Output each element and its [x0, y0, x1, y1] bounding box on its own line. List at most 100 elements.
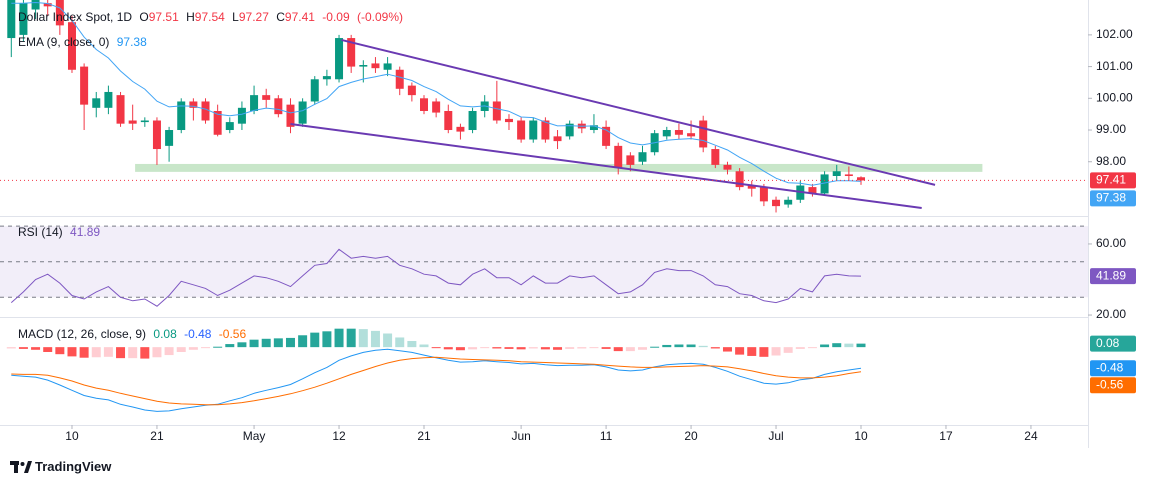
ema-line	[11, 1, 862, 186]
histogram-bar	[553, 347, 563, 350]
axes: 98.00 99.00 100.00 101.00 102.00 60.00 20.00 10…	[65, 27, 1136, 443]
x-tick-label: Jun	[511, 429, 530, 443]
histogram-bar	[43, 347, 53, 352]
price-legend: Dollar Index Spot, 1D O97.51 H97.54 L97.…	[18, 10, 407, 24]
histogram-bar	[795, 347, 805, 349]
candle-body	[432, 101, 441, 113]
histogram-bar	[383, 333, 393, 348]
x-tick-label: 10	[65, 429, 79, 443]
histogram-bar	[443, 347, 453, 350]
histogram-bar	[298, 335, 308, 348]
candle-body	[602, 126, 611, 146]
open-label: O	[139, 10, 149, 24]
x-tick-label: 12	[332, 429, 346, 443]
candle-body	[614, 145, 623, 169]
candle-body	[420, 98, 429, 111]
trendline	[341, 38, 936, 186]
candle-body	[456, 126, 465, 132]
value-box	[1090, 190, 1136, 207]
histogram-bar	[176, 347, 186, 352]
ema-value: 97.38	[116, 35, 147, 49]
histogram-bar	[650, 346, 660, 348]
brand-logo	[10, 460, 32, 473]
histogram-bar	[783, 347, 793, 353]
histogram-bar	[638, 347, 648, 350]
histogram-bar	[395, 337, 405, 348]
histogram-bar	[310, 332, 320, 348]
change-percent: (-0.09%)	[356, 10, 403, 24]
candle-body	[565, 123, 574, 137]
candle-body	[298, 101, 307, 124]
candle-body	[80, 66, 89, 105]
histogram-bar	[140, 347, 150, 359]
candle-body	[723, 164, 732, 170]
candle-body	[687, 133, 696, 137]
y-tick-label: 100.00	[1096, 90, 1133, 104]
candle-body	[335, 38, 344, 80]
x-tick-label: May	[243, 429, 266, 443]
x-tick-label: 24	[1024, 429, 1038, 443]
histogram-bar	[103, 347, 113, 357]
histogram-bar	[334, 328, 344, 348]
histogram-bar	[759, 347, 769, 357]
y-tick-label: 60.00	[1096, 236, 1126, 250]
candle-body	[747, 185, 756, 189]
rsi-line	[10, 248, 862, 307]
low-label: L	[232, 10, 239, 24]
candle-body	[699, 120, 708, 148]
symbol-title: Dollar Index Spot, 1D	[18, 10, 133, 24]
x-tick-label: 11	[600, 429, 613, 443]
low-value: 97.27	[238, 10, 269, 24]
candle-body	[31, 0, 40, 10]
histogram-bar	[516, 347, 526, 350]
candle-body	[55, 0, 64, 26]
candle-body	[541, 120, 550, 140]
macd-pane	[6, 328, 866, 412]
candle-body	[857, 177, 866, 181]
candle-body	[310, 79, 319, 102]
histogram-bar	[188, 347, 198, 350]
macd-line	[11, 348, 862, 412]
value-box-label: -0.56	[1096, 377, 1124, 391]
candle-body	[322, 76, 331, 80]
histogram-bar	[747, 347, 757, 356]
candle-body	[832, 171, 841, 176]
histogram-bar	[698, 345, 708, 348]
candle-body	[407, 85, 416, 96]
brand: TradingView	[10, 459, 111, 474]
histogram-bar	[358, 329, 368, 348]
histogram-bar	[565, 347, 575, 349]
histogram-bar	[261, 338, 271, 348]
histogram-bar	[540, 347, 550, 350]
histogram-bar	[722, 347, 732, 352]
histogram-bar	[832, 343, 842, 348]
support-zone	[135, 163, 983, 172]
value-box-label: -0.48	[1096, 360, 1124, 374]
histogram-bar	[601, 347, 611, 349]
trendline	[290, 122, 922, 210]
price-pane	[0, 0, 1088, 213]
candle-body	[735, 171, 744, 188]
histogram-bar	[431, 347, 441, 349]
histogram-value: 0.08	[153, 327, 177, 341]
histogram-bar	[492, 347, 502, 349]
candle-body	[468, 110, 477, 131]
y-tick-label: 20.00	[1096, 307, 1126, 321]
candle-body	[383, 63, 392, 70]
histogram-bar	[419, 344, 429, 348]
candle-body	[274, 98, 283, 115]
histogram-bar	[613, 347, 623, 352]
candle-body	[165, 130, 174, 146]
candle-body	[116, 95, 125, 124]
x-tick-label: 21	[150, 429, 164, 443]
histogram-bar	[468, 347, 478, 350]
macd-title: MACD (12, 26, close, 9)	[18, 327, 147, 341]
candle-body	[177, 101, 186, 131]
candle-body	[444, 110, 453, 131]
high-label: H	[186, 10, 195, 24]
histogram-bar	[201, 347, 211, 349]
histogram-bar	[686, 344, 696, 348]
candle-body	[201, 101, 210, 121]
candle-body	[67, 22, 76, 70]
